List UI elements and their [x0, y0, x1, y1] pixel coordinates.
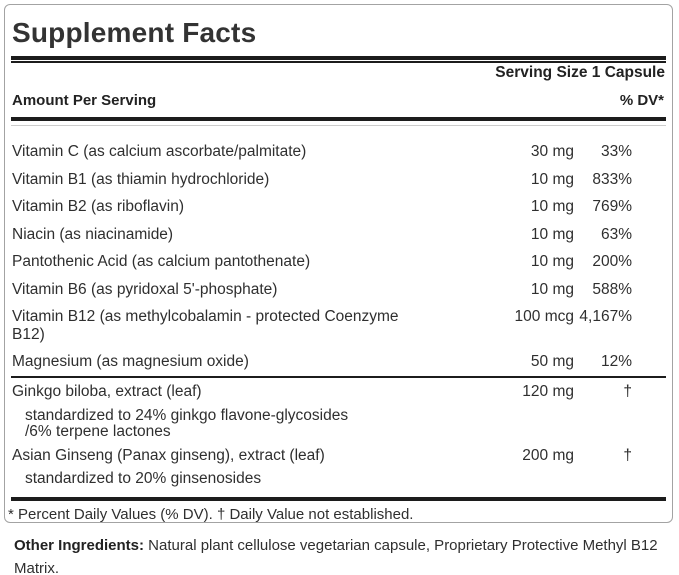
- nutrient-name: Vitamin B6 (as pyridoxal 5'-phosphate): [12, 280, 278, 298]
- serving-size: Serving Size 1 Capsule: [495, 64, 665, 81]
- nutrient-row-vitamin-b2: Vitamin B2 (as riboflavin) 10 mg 769%: [5, 193, 672, 221]
- nutrient-name: Vitamin B1 (as thiamin hydrochloride): [12, 170, 270, 188]
- nutrient-amount: 10 mg: [530, 253, 574, 270]
- nutrient-name: Vitamin C (as calcium ascorbate/palmitat…: [12, 143, 307, 160]
- botanical-dv-dagger: †: [623, 383, 632, 400]
- daily-value-footnote: * Percent Daily Values (% DV). † Daily V…: [8, 505, 414, 523]
- botanical-name: Ginkgo biloba, extract (leaf): [12, 383, 202, 400]
- nutrient-dv: 833%: [592, 170, 632, 188]
- nutrient-name: Magnesium (as magnesium oxide): [12, 353, 249, 370]
- nutrient-row-magnesium: Magnesium (as magnesium oxide) 50 mg 12%: [5, 348, 672, 376]
- botanical-amount: 120 mg: [522, 383, 574, 400]
- other-ingredients-label: Other Ingredients:: [14, 537, 145, 554]
- botanical-section-rule: [11, 375, 666, 378]
- nutrient-amount: 100 mcg: [514, 308, 574, 325]
- nutrient-name: Vitamin B12 (as methylcobalamin - protec…: [12, 308, 478, 343]
- nutrient-name: Niacin (as niacinamide): [12, 225, 174, 243]
- nutrient-amount: 50 mg: [530, 353, 574, 370]
- nutrient-dv: 769%: [592, 198, 632, 215]
- nutrient-amount: 30 mg: [530, 143, 574, 160]
- botanical-row-ginkgo: Ginkgo biloba, extract (leaf) 120 mg †: [5, 378, 672, 406]
- nutrient-amount: 10 mg: [530, 280, 574, 298]
- botanical-amount: 200 mg: [522, 446, 574, 464]
- other-ingredients-text: Natural plant cellulose vegetarian capsu…: [14, 537, 658, 575]
- other-ingredients: Other Ingredients: Natural plant cellulo…: [14, 534, 666, 575]
- note-line1: standardized to 24% ginkgo flavone-glyco…: [25, 406, 349, 424]
- supplement-facts-title: Supplement Facts: [12, 17, 257, 48]
- nutrient-dv: 4,167%: [579, 308, 632, 325]
- nutrient-row-vitamin-c: Vitamin C (as calcium ascorbate/palmitat…: [5, 138, 672, 166]
- nutrient-row-vitamin-b12: Vitamin B12 (as methylcobalamin - protec…: [5, 303, 672, 348]
- nutrient-row-vitamin-b1: Vitamin B1 (as thiamin hydrochloride) 10…: [5, 166, 672, 194]
- note-line1: standardized to 20% ginsenosides: [25, 470, 262, 487]
- standardization-note-ginseng: standardized to 20% ginsenosides: [5, 469, 672, 489]
- supplement-facts-panel: Supplement Facts Serving Size 1 Capsule …: [4, 4, 673, 523]
- nutrient-amount: 10 mg: [530, 225, 574, 243]
- nutrient-row-pantothenic-acid: Pantothenic Acid (as calcium pantothenat…: [5, 248, 672, 276]
- nutrient-dv: 63%: [600, 225, 632, 243]
- note-line2: /6% terpene lactones: [25, 423, 171, 440]
- botanical-name: Asian Ginseng (Panax ginseng), extract (…: [12, 446, 325, 464]
- nutrient-row-niacin: Niacin (as niacinamide) 10 mg 63%: [5, 221, 672, 249]
- nutrient-name-line1: Vitamin B12 (as methylcobalamin - protec…: [12, 308, 399, 325]
- botanical-row-ginseng: Asian Ginseng (Panax ginseng), extract (…: [5, 442, 672, 470]
- column-header-dv: % DV*: [619, 92, 664, 109]
- nutrient-rows: Vitamin C (as calcium ascorbate/palmitat…: [5, 138, 672, 376]
- nutrient-name: Pantothenic Acid (as calcium pantothenat…: [12, 253, 311, 270]
- nutrient-dv: 12%: [600, 353, 632, 370]
- title-divider-rule: [11, 56, 666, 63]
- nutrient-name-line2: B12): [12, 325, 45, 343]
- botanical-dv-dagger: †: [623, 446, 632, 464]
- nutrient-name: Vitamin B2 (as riboflavin): [12, 198, 185, 215]
- nutrient-amount: 10 mg: [530, 170, 574, 188]
- nutrient-amount: 10 mg: [530, 198, 574, 215]
- standardization-note-ginkgo: standardized to 24% ginkgo flavone-glyco…: [5, 406, 672, 442]
- column-header-row: Amount Per Serving % DV*: [12, 92, 664, 109]
- header-divider-rule-thin: [11, 125, 666, 126]
- nutrient-dv: 200%: [592, 253, 632, 270]
- nutrient-dv: 33%: [600, 143, 632, 160]
- nutrient-dv: 588%: [592, 280, 632, 298]
- column-header-amount: Amount Per Serving: [12, 92, 157, 109]
- nutrient-row-vitamin-b6: Vitamin B6 (as pyridoxal 5'-phosphate) 1…: [5, 276, 672, 304]
- footnote-divider-rule: [11, 496, 666, 501]
- header-divider-rule: [11, 117, 666, 121]
